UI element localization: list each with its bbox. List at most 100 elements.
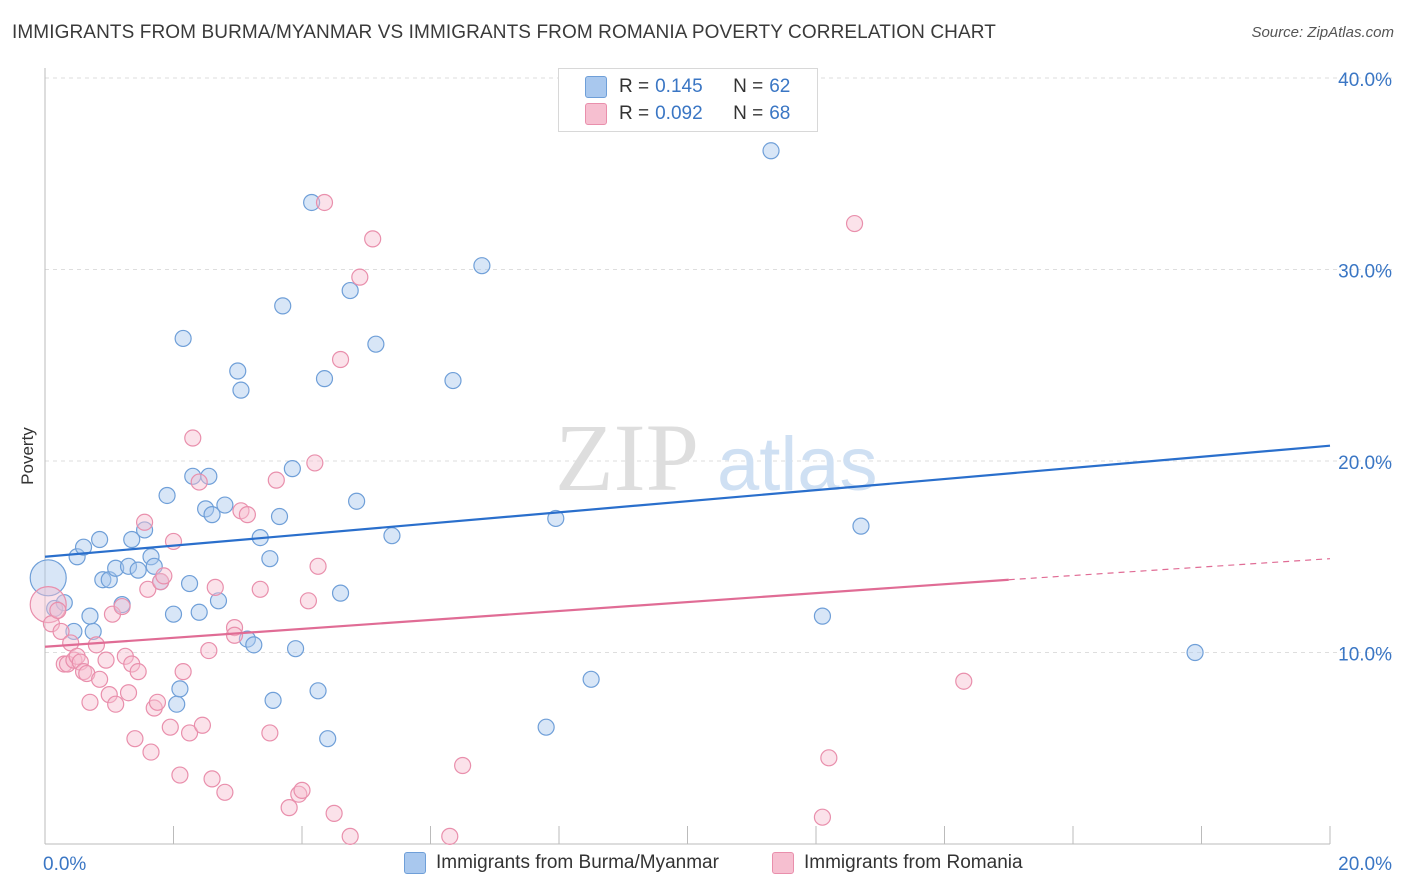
burma-point — [158, 486, 176, 505]
romania-point — [148, 693, 167, 711]
legend-swatch-blue — [585, 76, 607, 98]
burma-point — [348, 492, 366, 510]
romania-point — [200, 641, 218, 660]
romania-point — [129, 663, 147, 681]
burma-point — [190, 603, 208, 621]
x-tick-label: 0.0% — [43, 854, 86, 875]
burma-point — [119, 557, 138, 575]
grid-lines — [45, 77, 1392, 653]
watermark-atlas: atlas — [717, 422, 878, 507]
burma-point — [537, 718, 555, 736]
romania-point — [107, 695, 125, 713]
romania-point — [251, 580, 269, 598]
romania-point — [100, 686, 118, 704]
trendline-romania-extension — [1008, 558, 1331, 581]
romania-point — [135, 513, 154, 531]
burma-point — [245, 636, 263, 654]
burma-point — [168, 695, 186, 713]
romania-point — [325, 804, 343, 822]
legend-item-burma[interactable]: Immigrants from Burma/Myanmar — [404, 852, 719, 874]
burma-point — [84, 622, 102, 641]
romania-point — [139, 580, 157, 598]
romania-point — [238, 506, 256, 524]
romania-point — [267, 471, 285, 489]
legend-n-value: 68 — [769, 103, 791, 124]
romania-point — [49, 601, 67, 619]
legend-r-value: 0.092 — [655, 103, 703, 124]
burma-point — [81, 607, 99, 625]
legend-item-romania[interactable]: Immigrants from Romania — [772, 852, 1023, 874]
romania-point — [280, 799, 298, 817]
legend-row-romania: R = 0.092 N = 68 — [585, 102, 791, 126]
trendlines — [44, 444, 1331, 648]
romania-point — [293, 781, 311, 799]
y-tick-label: 20.0% — [1338, 453, 1392, 474]
romania-point — [190, 473, 208, 491]
legend-r-label: R = — [619, 103, 650, 124]
legend-row-burma: R = 0.145 N = 62 — [585, 75, 790, 99]
romania-point — [331, 350, 350, 369]
series-romania-points — [29, 193, 973, 845]
series-burma-points — [29, 142, 1204, 748]
romania-point — [203, 770, 221, 788]
y-tick-label: 10.0% — [1338, 645, 1392, 666]
romania-point — [206, 578, 224, 596]
legend-n-label: N = — [733, 103, 764, 124]
burma-point — [383, 527, 401, 545]
burma-point — [229, 362, 247, 380]
romania-point — [97, 651, 115, 669]
chart-title: IMMIGRANTS FROM BURMA/MYANMAR VS IMMIGRA… — [12, 22, 996, 43]
romania-point — [820, 749, 838, 767]
romania-point — [955, 672, 973, 690]
legend-swatch-pink — [585, 103, 607, 125]
romania-point — [87, 636, 106, 654]
series-legend: Immigrants from Burma/Myanmar Immigrants… — [0, 852, 1406, 878]
burma-point — [74, 538, 93, 556]
burma-point — [94, 571, 112, 589]
burma-point — [762, 142, 780, 160]
burma-point — [274, 297, 292, 315]
romania-point — [441, 827, 459, 845]
legend-swatch-blue — [404, 852, 426, 874]
burma-point — [444, 371, 462, 390]
burma-point — [264, 691, 282, 709]
zipatlas-watermark: ZIP atlas — [555, 404, 878, 511]
burma-point — [341, 281, 359, 300]
axes — [44, 68, 1331, 845]
y-tick-label: 40.0% — [1338, 70, 1392, 91]
legend-label-burma: Immigrants from Burma/Myanmar — [436, 852, 719, 873]
trendline-burma — [44, 444, 1331, 558]
legend-n-label: N = — [733, 76, 764, 97]
romania-point — [180, 724, 199, 742]
romania-point — [126, 730, 144, 748]
legend-swatch-pink — [772, 852, 794, 874]
burma-point — [367, 335, 385, 353]
romania-point — [364, 230, 382, 248]
burma-point — [286, 640, 305, 658]
burma-point — [209, 592, 228, 610]
burma-point — [270, 507, 289, 526]
legend-r-label: R = — [619, 76, 650, 97]
romania-point — [142, 743, 160, 761]
burma-point — [164, 605, 183, 623]
source-credit: Source: ZipAtlas.com — [1251, 24, 1394, 41]
burma-point — [107, 559, 125, 577]
burma-point — [29, 559, 67, 597]
romania-point — [155, 567, 173, 585]
burma-point — [303, 193, 321, 212]
trendline-romania — [44, 578, 1009, 648]
romania-point — [315, 193, 334, 212]
x-tick-label: 20.0% — [1338, 854, 1392, 875]
romania-point — [306, 454, 324, 472]
burma-point — [852, 517, 870, 535]
romania-point — [52, 622, 70, 641]
burma-point — [216, 496, 234, 514]
romania-point — [299, 592, 318, 610]
y-tick-label: 30.0% — [1338, 262, 1392, 283]
romania-point — [171, 766, 189, 784]
burma-point — [171, 680, 189, 698]
burma-point — [123, 530, 141, 549]
burma-point — [473, 257, 491, 275]
burma-point — [1186, 643, 1204, 662]
romania-point — [184, 429, 202, 447]
